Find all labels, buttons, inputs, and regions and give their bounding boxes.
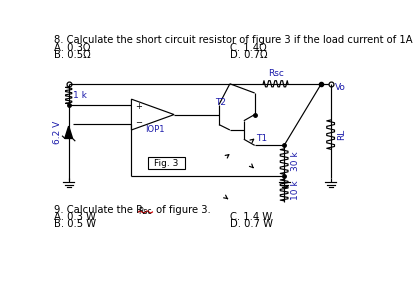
Text: D. 0.7Ω: D. 0.7Ω (230, 50, 267, 60)
Text: Rsc: Rsc (138, 207, 152, 216)
Text: D. 0.7 W: D. 0.7 W (230, 219, 273, 229)
FancyBboxPatch shape (148, 157, 185, 169)
Text: T1: T1 (256, 134, 267, 143)
Text: of figure 3.: of figure 3. (153, 205, 211, 215)
Text: RL: RL (337, 129, 347, 140)
Text: Fig. 3: Fig. 3 (154, 158, 178, 167)
Text: B. 0.5 W: B. 0.5 W (54, 219, 96, 229)
Text: T2: T2 (215, 98, 226, 106)
Text: +: + (135, 102, 142, 111)
Text: 6.2 V: 6.2 V (53, 121, 62, 144)
Text: A. 0.3 W: A. 0.3 W (54, 212, 96, 222)
Text: 10 k: 10 k (291, 180, 300, 200)
Text: IOP1: IOP1 (145, 124, 165, 133)
Text: 8. Calculate the short circuit resistor of figure 3 if the load current of 1A: 8. Calculate the short circuit resistor … (54, 35, 413, 45)
Text: B. 0.5Ω: B. 0.5Ω (54, 50, 90, 60)
Text: C. 1.4Ω: C. 1.4Ω (230, 43, 266, 53)
Text: C. 1.4 W: C. 1.4 W (230, 212, 272, 222)
Text: 30 k: 30 k (291, 152, 300, 171)
Text: Rsc: Rsc (268, 69, 284, 78)
Text: Vo: Vo (335, 83, 346, 92)
Text: 9. Calculate the P: 9. Calculate the P (54, 205, 142, 215)
Text: −: − (135, 119, 142, 128)
Polygon shape (65, 126, 73, 139)
Text: 1 k: 1 k (74, 91, 87, 100)
Text: A. 0.3Ω: A. 0.3Ω (54, 43, 90, 53)
